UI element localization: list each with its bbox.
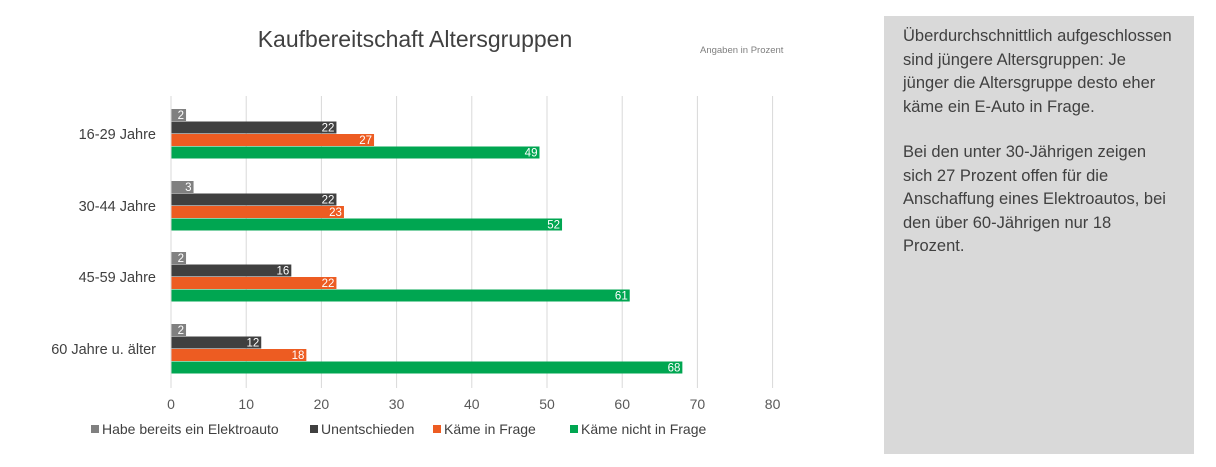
bar — [171, 134, 375, 146]
chart-title: Kaufbereitschaft Altersgruppen — [257, 26, 573, 52]
x-tick-label: 60 — [614, 396, 630, 412]
legend-swatch — [310, 425, 318, 433]
legend-label: Unentschieden — [321, 421, 414, 437]
bar-value-label: 23 — [329, 207, 342, 219]
x-tick-label: 70 — [690, 396, 706, 412]
bar-value-label: 16 — [277, 266, 290, 278]
bar-value-label: 49 — [525, 148, 538, 160]
legend-swatch — [570, 425, 578, 433]
bar — [171, 277, 337, 289]
bar — [171, 109, 187, 121]
bar-value-label: 22 — [322, 123, 335, 135]
bar-value-label: 22 — [322, 195, 335, 207]
category-label: 60 Jahre u. älter — [51, 342, 156, 358]
bar — [171, 146, 540, 159]
legend-label: Habe bereits ein Elektroauto — [102, 421, 279, 437]
commentary-paragraph-2: Bei den unter 30-Jährigen zeigen sich 27… — [903, 143, 1166, 255]
x-tick-label: 30 — [389, 396, 405, 412]
legend-swatch — [433, 425, 441, 433]
x-tick-label: 40 — [464, 396, 480, 412]
bar-value-label: 68 — [668, 363, 681, 375]
bar — [171, 252, 187, 264]
commentary-paragraph-1: Überdurchschnittlich aufgeschlossen sind… — [903, 27, 1172, 116]
bar-value-label: 12 — [246, 338, 259, 350]
chart-unit-note: Angaben in Prozent — [700, 45, 784, 56]
bar — [171, 181, 194, 193]
bar — [171, 264, 292, 277]
bar — [171, 206, 344, 218]
bar — [171, 349, 307, 361]
bar-value-label: 2 — [178, 325, 184, 337]
bar — [171, 193, 337, 206]
category-label: 45-59 Jahre — [79, 270, 156, 286]
bar — [171, 324, 187, 336]
bar — [171, 361, 683, 374]
bar — [171, 121, 337, 134]
bar-value-label: 18 — [292, 350, 305, 362]
legend-label: Käme nicht in Frage — [581, 421, 706, 437]
category-label: 30-44 Jahre — [79, 199, 156, 215]
legend-swatch — [91, 425, 99, 433]
bar-value-label: 27 — [359, 135, 372, 147]
bar-value-label: 52 — [547, 220, 560, 232]
bar-value-label: 61 — [615, 291, 628, 303]
x-tick-label: 20 — [314, 396, 330, 412]
bar — [171, 218, 563, 231]
bar-value-label: 3 — [185, 182, 191, 194]
bar-value-label: 2 — [178, 253, 184, 265]
x-tick-label: 10 — [238, 396, 254, 412]
bar-value-label: 22 — [322, 278, 335, 290]
bar — [171, 289, 630, 302]
x-tick-label: 50 — [539, 396, 555, 412]
x-tick-label: 0 — [167, 396, 175, 412]
bar-value-label: 2 — [178, 110, 184, 122]
category-label: 16-29 Jahre — [79, 127, 156, 143]
x-tick-label: 80 — [765, 396, 781, 412]
legend-label: Käme in Frage — [444, 421, 536, 437]
bar — [171, 336, 262, 349]
commentary-panel: Überdurchschnittlich aufgeschlossen sind… — [884, 16, 1194, 454]
